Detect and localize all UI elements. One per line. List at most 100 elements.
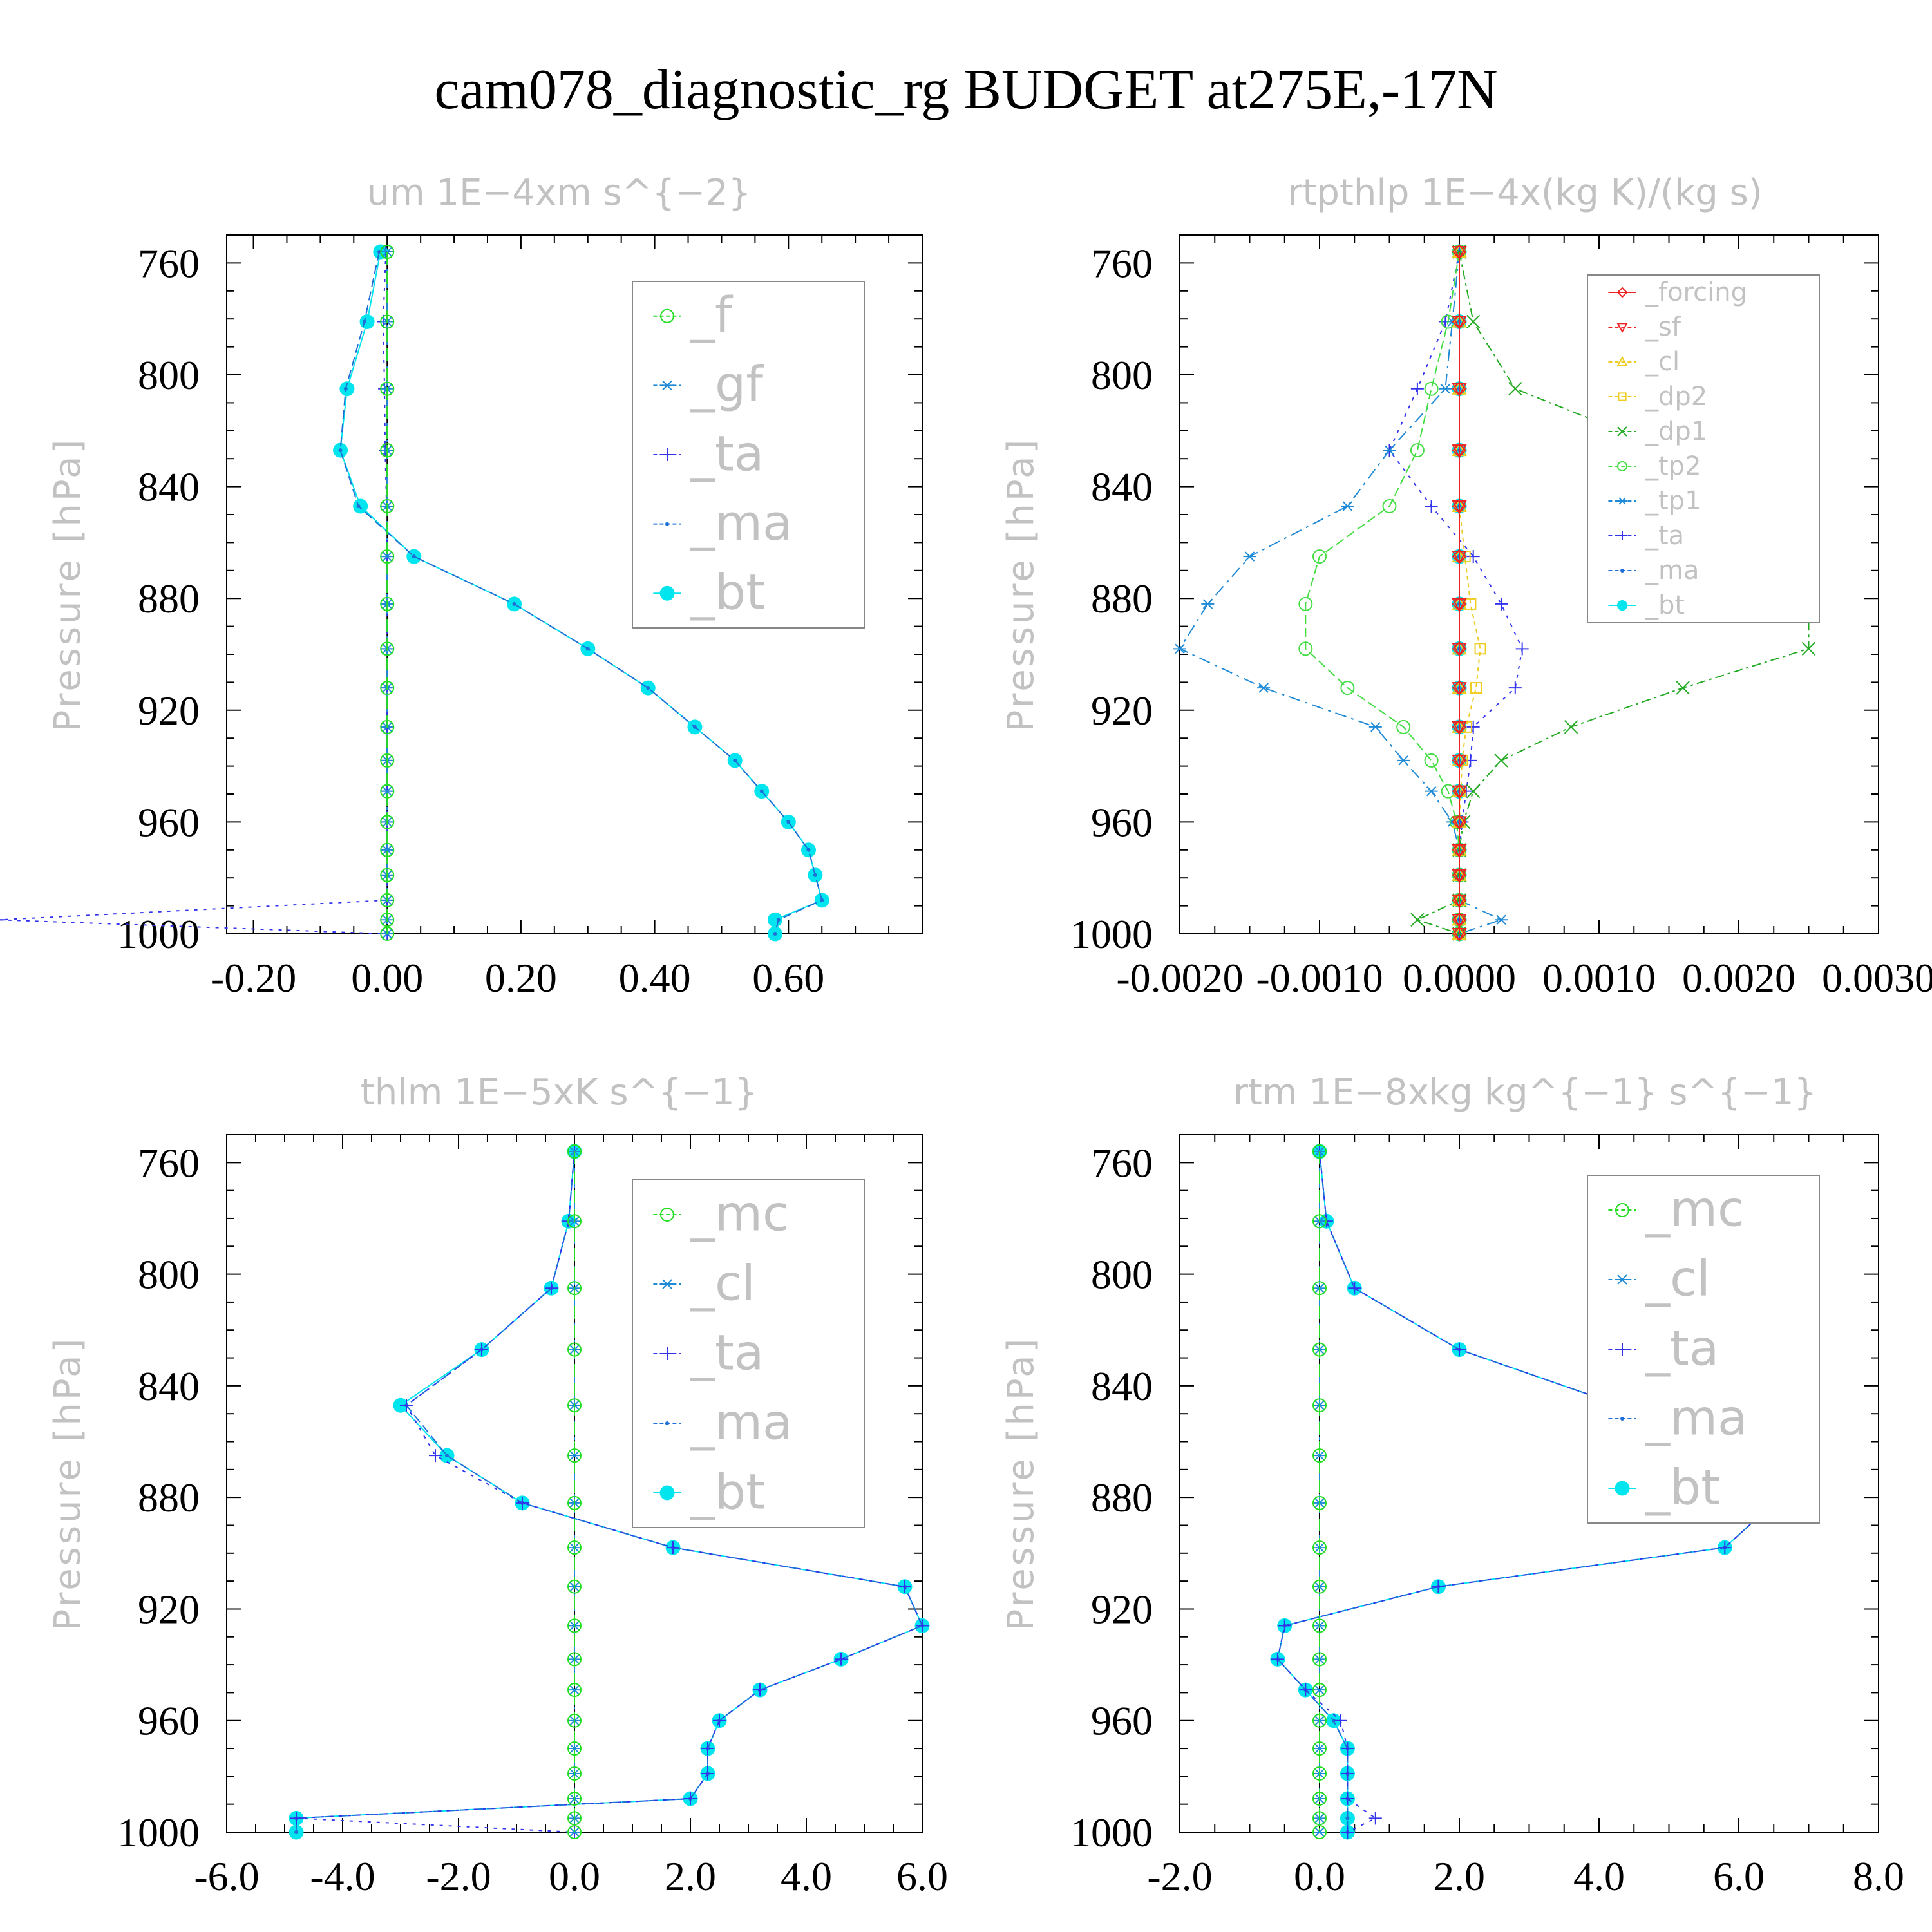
legend-marker [660, 1208, 674, 1222]
data-point-forcing [1452, 314, 1467, 329]
y-axis-label: Pressure [hPa] [1000, 1336, 1042, 1631]
data-point-mc [1312, 1713, 1327, 1728]
legend-marker [660, 308, 674, 323]
legend-marker [665, 522, 669, 526]
y-tick-label: 760 [138, 1140, 200, 1186]
x-tick-label: 0.0000 [1403, 955, 1516, 1001]
data-point-ta [701, 1742, 714, 1756]
data-point-ta [429, 1449, 442, 1463]
data-point-f [380, 443, 395, 458]
data-point-sf [1452, 246, 1467, 260]
data-point-f [380, 867, 395, 882]
data-point-tp1 [1173, 643, 1186, 654]
legend-marker [1618, 497, 1627, 505]
x-tick-label: -0.0010 [1256, 955, 1383, 1001]
data-point-ta [1368, 1812, 1382, 1825]
data-point-f [380, 753, 395, 768]
y-tick-label: 880 [138, 576, 200, 621]
x-tick-label: 0.40 [619, 955, 691, 1001]
data-point-f [380, 842, 395, 857]
data-point-dp1 [1494, 753, 1508, 768]
data-point-ta [1299, 1683, 1312, 1697]
legend-label: _cl [1645, 347, 1680, 377]
data-point-dp1 [1508, 381, 1522, 396]
legend-label: _gf [690, 355, 764, 413]
legend-label: _ma [1645, 556, 1699, 585]
y-tick-label: 760 [138, 240, 200, 286]
data-point-ta [1278, 1619, 1291, 1633]
data-point-f [380, 893, 395, 907]
legend-label: _ta [690, 424, 764, 482]
x-tick-label: -4.0 [310, 1853, 375, 1899]
legend-label: _bt [1645, 1458, 1720, 1515]
data-point-ta [400, 1399, 413, 1412]
data-point-mc [567, 1741, 582, 1756]
data-point-mc [567, 1495, 582, 1510]
data-point-ma [692, 724, 697, 729]
panel-title: thlm 1E−5xK s^{−1} [361, 1072, 758, 1113]
data-point-forcing [1452, 641, 1467, 656]
data-point-forcing [1452, 680, 1467, 696]
data-point-forcing [1452, 784, 1467, 799]
data-point-mc [567, 1811, 582, 1826]
data-point-tp2 [1424, 753, 1439, 768]
legend-marker [1620, 569, 1624, 573]
data-point-ta [1271, 1653, 1284, 1666]
data-point-cl [1313, 1685, 1326, 1695]
data-point-ta [1508, 681, 1522, 695]
legend-label: _forcing [1645, 278, 1747, 307]
legend-label: _mc [1645, 1180, 1745, 1237]
legend-label: _mc [690, 1184, 790, 1242]
data-point-bt [768, 912, 783, 927]
data-point-bt [353, 498, 368, 514]
data-point-f [380, 719, 395, 734]
legend-label: _bt [690, 564, 765, 621]
data-point-mc [567, 1618, 582, 1633]
data-point-ta [1348, 1282, 1361, 1295]
x-tick-label: -6.0 [194, 1853, 259, 1899]
y-tick-label: 760 [1091, 240, 1153, 286]
data-point-cl [568, 1450, 581, 1461]
legend-marker [1616, 355, 1628, 366]
data-point-ma [356, 504, 361, 508]
data-point-mc [1312, 1342, 1327, 1357]
data-point-ta [290, 1812, 303, 1825]
data-point-ta [1466, 550, 1480, 564]
legend-marker [659, 1485, 675, 1501]
legend-marker [661, 380, 674, 391]
data-point-forcing [1452, 244, 1467, 260]
x-tick-label: 0.0 [549, 1853, 600, 1899]
data-point-forcing [1452, 753, 1467, 768]
data-point-ma [786, 820, 791, 824]
data-point-dp1 [1564, 720, 1578, 734]
data-point-ta [1466, 720, 1480, 734]
data-point-mc [1312, 1144, 1327, 1159]
data-point-mc [567, 1825, 582, 1839]
data-point-mc [567, 1144, 582, 1159]
data-point-ta [1410, 382, 1424, 395]
data-point-ma [343, 386, 348, 391]
data-point-ta [1432, 1580, 1445, 1593]
data-point-mc [1312, 1792, 1327, 1806]
data-point-dp2 [1474, 643, 1486, 655]
data-point-forcing [1452, 912, 1467, 927]
data-point-ta [1453, 1343, 1466, 1356]
y-tick-label: 800 [1091, 352, 1153, 398]
data-point-mc [1312, 1540, 1327, 1555]
x-tick-label: 2.0 [1434, 1853, 1485, 1899]
data-point-forcing [1452, 498, 1467, 514]
data-point-gf [381, 551, 394, 562]
legend-marker [1615, 1203, 1629, 1217]
legend-label: _tp1 [1645, 486, 1701, 516]
data-point-mc [567, 1766, 582, 1781]
data-point-ta [1515, 642, 1529, 656]
x-tick-label: 4.0 [781, 1853, 832, 1899]
data-point-ma [813, 873, 817, 877]
y-tick-label: 880 [138, 1475, 200, 1520]
y-tick-label: 800 [138, 352, 200, 398]
data-point-ta [1341, 1826, 1354, 1839]
data-point-ta [1425, 499, 1438, 513]
data-point-forcing [1452, 381, 1467, 397]
x-tick-label: -0.0020 [1116, 955, 1243, 1001]
x-tick-label: 6.0 [896, 1853, 948, 1899]
